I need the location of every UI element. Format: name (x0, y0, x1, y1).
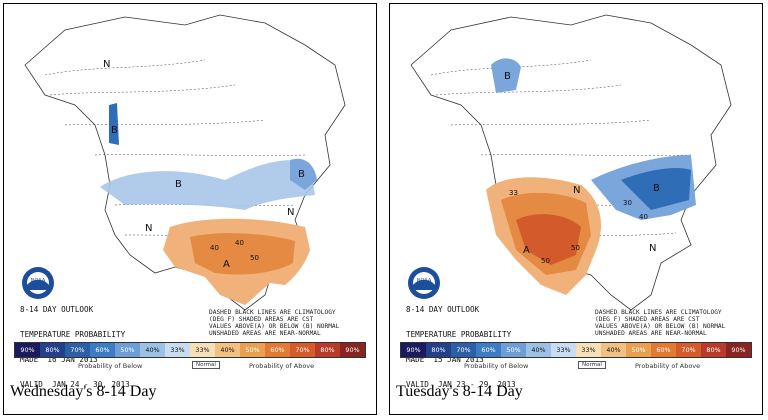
legend-swatch: 40% (526, 343, 551, 357)
outlook-panel-wednesday: N B B B N N A 40 40 50 NOAA 8-14 DAY OUT… (3, 3, 377, 415)
region-label: A (223, 259, 230, 270)
probability-legend: 90% 80% 70% 60% 50% 40% 33% 33% 40% 50% … (400, 342, 752, 358)
outlook-panel-tuesday: B B N N A 33 50 50 30 40 NOAA 8-14 DAY O… (389, 3, 763, 415)
legend-swatch: 50% (115, 343, 140, 357)
contour-label: 40 (210, 244, 219, 252)
made-date: MADE 16 JAN 2013 (20, 355, 98, 365)
legend-swatch: 40% (140, 343, 165, 357)
svg-text:NOAA: NOAA (417, 278, 432, 284)
legend-swatch: 50% (626, 343, 651, 357)
legend-labels: Probability of Below Normal Probability … (14, 361, 366, 373)
region-label: A (523, 245, 530, 256)
legend-swatch: 33% (576, 343, 601, 357)
panel-caption: Wednesday's 8-14 Day (10, 383, 157, 400)
outlook-title-block: 8-14 DAY OUTLOOK TEMPERATURE PROBABILITY… (20, 289, 130, 407)
outlook-subtitle: TEMPERATURE PROBABILITY (20, 330, 126, 340)
legend-swatch: 60% (476, 343, 501, 357)
region-label: N (145, 223, 152, 234)
region-label: B (175, 179, 182, 190)
legend-swatch: 33% (190, 343, 215, 357)
legend-swatch: 90% (726, 343, 751, 357)
contour-label: 50 (541, 257, 550, 265)
above-normal-core (190, 233, 295, 275)
legend-swatch: 40% (601, 343, 626, 357)
region-label: N (287, 207, 294, 218)
below-normal-region (100, 160, 315, 210)
probability-legend: 90% 80% 70% 60% 50% 40% 33% 33% 40% 50% … (14, 342, 366, 358)
legend-below-label: Probability of Below (78, 362, 143, 370)
map-note: DASHED BLACK LINES ARE CLIMATOLOGY (DEG … (595, 309, 726, 337)
contour-label: 30 (623, 199, 632, 207)
map-note: DASHED BLACK LINES ARE CLIMATOLOGY (DEG … (209, 309, 340, 337)
outlook-subtitle: TEMPERATURE PROBABILITY (406, 330, 512, 340)
below-normal-northeast (290, 158, 317, 190)
region-label: B (653, 183, 660, 194)
noaa-logo: NOAA (21, 266, 55, 300)
region-label: B (298, 169, 305, 180)
legend-below-label: Probability of Below (464, 362, 529, 370)
outlook-title-block: 8-14 DAY OUTLOOK TEMPERATURE PROBABILITY… (406, 289, 516, 407)
below-normal-core (621, 168, 691, 210)
panel-caption: Tuesday's 8-14 Day (396, 383, 523, 400)
legend-swatch: 70% (451, 343, 476, 357)
legend-swatch: 80% (426, 343, 451, 357)
legend-swatch: 70% (290, 343, 315, 357)
valid-dates: VALID JAN 24 - 30, 2013 (20, 380, 130, 390)
legend-above-label: Probability of Above (635, 362, 701, 370)
region-label: N (573, 185, 580, 196)
legend-labels: Probability of Below Normal Probability … (400, 361, 752, 373)
above-normal-core (516, 214, 581, 265)
legend-swatch: 80% (315, 343, 340, 357)
valid-dates: VALID JAN 23 - 29, 2013 (406, 380, 516, 390)
contour-label: 40 (639, 213, 648, 221)
below-normal-alaska (491, 58, 521, 93)
legend-swatch: 60% (265, 343, 290, 357)
legend-swatch: 40% (215, 343, 240, 357)
legend-swatch: 60% (90, 343, 115, 357)
legend-swatch: 50% (501, 343, 526, 357)
legend-normal-label: Normal (192, 361, 220, 369)
legend-swatch: 80% (701, 343, 726, 357)
legend-swatch: 80% (40, 343, 65, 357)
legend-swatch: 90% (401, 343, 426, 357)
contour-label: 50 (571, 244, 580, 252)
below-normal-northwest (109, 103, 119, 145)
temperature-outlook-map: B B N N A 33 50 50 30 40 (391, 5, 761, 339)
temperature-outlook-map: N B B B N N A 40 40 50 (5, 5, 375, 339)
legend-swatch: 70% (676, 343, 701, 357)
legend-swatch: 50% (240, 343, 265, 357)
legend-swatch: 33% (551, 343, 576, 357)
region-label: B (504, 71, 511, 82)
legend-normal-label: Normal (578, 361, 606, 369)
legend-swatch: 60% (651, 343, 676, 357)
legend-above-label: Probability of Above (249, 362, 315, 370)
region-label: N (103, 59, 110, 70)
contour-label: 33 (509, 189, 518, 197)
noaa-logo: NOAA (407, 266, 441, 300)
region-label: B (111, 125, 118, 136)
svg-text:NOAA: NOAA (31, 278, 46, 284)
contour-label: 50 (250, 254, 259, 262)
contour-label: 40 (235, 239, 244, 247)
made-date: MADE 15 JAN 2013 (406, 355, 484, 365)
legend-swatch: 33% (165, 343, 190, 357)
region-label: N (649, 243, 656, 254)
outlook-title: 8-14 DAY OUTLOOK (20, 304, 94, 314)
legend-swatch: 90% (340, 343, 365, 357)
north-america-landmass (410, 14, 732, 311)
legend-swatch: 70% (65, 343, 90, 357)
legend-swatch: 90% (15, 343, 40, 357)
outlook-title: 8-14 DAY OUTLOOK (406, 304, 480, 314)
